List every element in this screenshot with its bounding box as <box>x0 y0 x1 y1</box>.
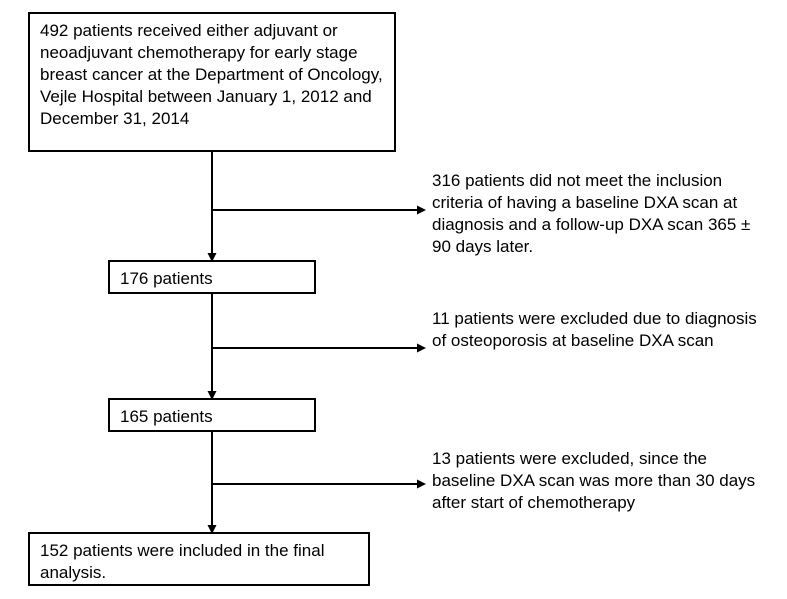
flow-node-text: 492 patients received either adjuvant or… <box>40 21 383 128</box>
flow-node-text: 152 patients were included in the final … <box>40 541 324 582</box>
side-note-text: 11 patients were excluded due to diagnos… <box>432 309 757 350</box>
side-note-text: 316 patients did not meet the inclusion … <box>432 171 750 256</box>
flow-node-text: 165 patients <box>120 407 213 426</box>
flow-node-initial: 492 patients received either adjuvant or… <box>28 12 396 152</box>
flow-node-final: 152 patients were included in the final … <box>28 532 370 586</box>
exclusion-note-13: 13 patients were excluded, since the bas… <box>432 448 762 514</box>
flow-node-176: 176 patients <box>108 260 316 294</box>
exclusion-note-316: 316 patients did not meet the inclusion … <box>432 170 762 258</box>
side-note-text: 13 patients were excluded, since the bas… <box>432 449 755 512</box>
flowchart-canvas: 492 patients received either adjuvant or… <box>0 0 787 599</box>
flow-node-text: 176 patients <box>120 269 213 288</box>
exclusion-note-11: 11 patients were excluded due to diagnos… <box>432 308 762 352</box>
flow-node-165: 165 patients <box>108 398 316 432</box>
